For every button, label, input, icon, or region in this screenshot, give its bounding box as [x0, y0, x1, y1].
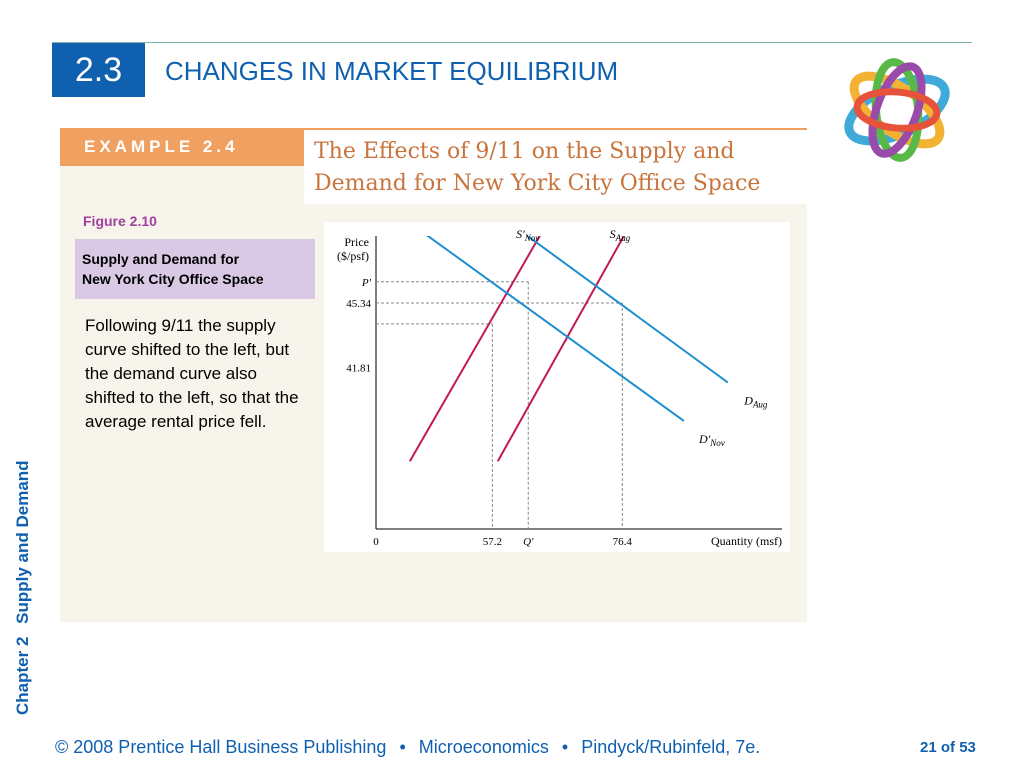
figure-label: Figure 2.10 — [83, 213, 157, 229]
footer-credits: © 2008 Prentice Hall Business Publishing… — [55, 737, 760, 758]
y-tick-label: 41.81 — [346, 363, 371, 375]
figure-caption: Supply and Demand for New York City Offi… — [75, 239, 315, 299]
x-tick-label: 76.4 — [613, 536, 633, 548]
x-tick-label: Q′ — [523, 536, 534, 548]
figure-caption-line2: New York City Office Space — [82, 271, 264, 287]
x-tick-label: 57.2 — [483, 536, 502, 548]
y-tick-label: P′ — [361, 277, 372, 289]
series-label: S′Nov — [516, 227, 539, 243]
series-line-d-prime-nov — [426, 236, 685, 422]
series-label-subscript: Aug — [752, 400, 768, 410]
rings-logo-icon — [844, 58, 950, 162]
page-current: 21 — [920, 739, 937, 756]
footer-separator: • — [399, 737, 406, 757]
series-label: DAug — [743, 394, 768, 410]
example-title-line1: The Effects of 9/11 on the Supply and — [314, 139, 735, 164]
figure-description: Following 9/11 the supply curve shifted … — [85, 316, 299, 431]
footer-course: Microeconomics — [418, 737, 549, 757]
series-line-s-aug — [496, 236, 625, 462]
series-line-s-prime-nov — [408, 236, 541, 462]
y-axis-label-line2: ($/psf) — [337, 249, 369, 263]
footer-authors: Pindyck/Rubinfeld, 7e. — [581, 737, 761, 757]
page-number: 21 of 53 — [920, 739, 976, 756]
top-rule — [52, 42, 972, 43]
page-total: 53 — [959, 739, 976, 756]
section-number-badge: 2.3 — [52, 43, 145, 97]
slide-title: CHANGES IN MARKET EQUILIBRIUM — [165, 56, 619, 86]
x-axis-label: Quantity (msf) — [711, 534, 782, 548]
example-title-line2: Demand for New York City Office Space — [314, 171, 761, 196]
origin-label: 0 — [373, 536, 379, 548]
footer-copyright: © 2008 Prentice Hall Business Publishing — [55, 737, 387, 757]
series-label-subscript: Nov — [709, 438, 725, 448]
chart-svg: 57.2 Q′ 76.4 P′ 45.34 41.81 S′Nov SAug DAug D′No… — [337, 227, 782, 548]
example-banner: EXAMPLE 2.4 — [60, 128, 304, 166]
chapter-label: Chapter 2 — [13, 636, 32, 715]
series-label: D′Nov — [698, 432, 725, 448]
chapter-title: Supply and Demand — [13, 460, 32, 624]
series-label-subscript: Aug — [615, 233, 631, 243]
supply-demand-chart: 57.2 Q′ 76.4 P′ 45.34 41.81 S′Nov SAug DAug D′No… — [324, 222, 790, 552]
figure-caption-line1: Supply and Demand for — [82, 251, 240, 267]
example-title: The Effects of 9/11 on the Supply and De… — [304, 128, 807, 204]
page-of: of — [940, 739, 956, 756]
series-label: SAug — [610, 227, 631, 243]
chapter-sidebar: Chapter 2 Supply and Demand — [10, 415, 36, 715]
footer-separator: • — [561, 737, 569, 757]
series-line-d-aug — [525, 236, 729, 384]
y-tick-label: 45.34 — [346, 298, 371, 310]
series-label-subscript: Nov — [524, 233, 540, 243]
y-axis-label-line1: Price — [344, 235, 369, 249]
